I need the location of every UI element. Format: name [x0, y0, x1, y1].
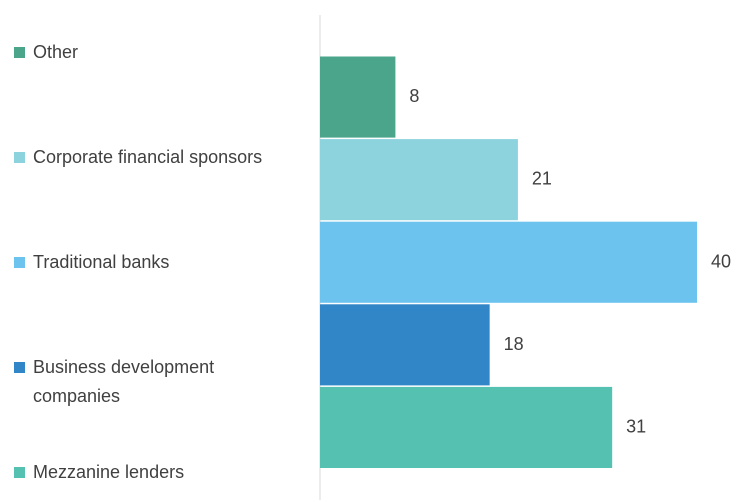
- legend-label: Business development companies: [33, 356, 215, 406]
- legend-item: Other: [14, 38, 263, 67]
- legend-swatch: [14, 256, 25, 268]
- legend-label: Corporate financial sponsors: [33, 146, 263, 167]
- legend-label: Other: [33, 41, 79, 62]
- legend-swatch: [14, 46, 25, 58]
- legend-label: Traditional banks: [33, 251, 170, 272]
- value-label: 8: [409, 86, 419, 106]
- legend-item: Business development companies: [14, 353, 263, 411]
- legend-swatch: [14, 361, 25, 373]
- legend-swatch: [14, 466, 25, 478]
- bar: [320, 56, 396, 138]
- legend-item: Traditional banks: [14, 248, 263, 277]
- legend-item: Corporate financial sponsors: [14, 143, 263, 172]
- value-label: 21: [532, 169, 552, 189]
- legend-swatch: [14, 151, 25, 163]
- value-label: 40: [711, 251, 731, 271]
- bar: [320, 139, 518, 221]
- value-label: 31: [626, 416, 646, 436]
- bar: [320, 304, 490, 386]
- legend-label: Mezzanine lenders: [33, 461, 185, 482]
- legend-item: Mezzanine lenders: [14, 458, 263, 487]
- value-label: 18: [504, 334, 524, 354]
- bar: [320, 386, 613, 468]
- bar: [320, 221, 697, 303]
